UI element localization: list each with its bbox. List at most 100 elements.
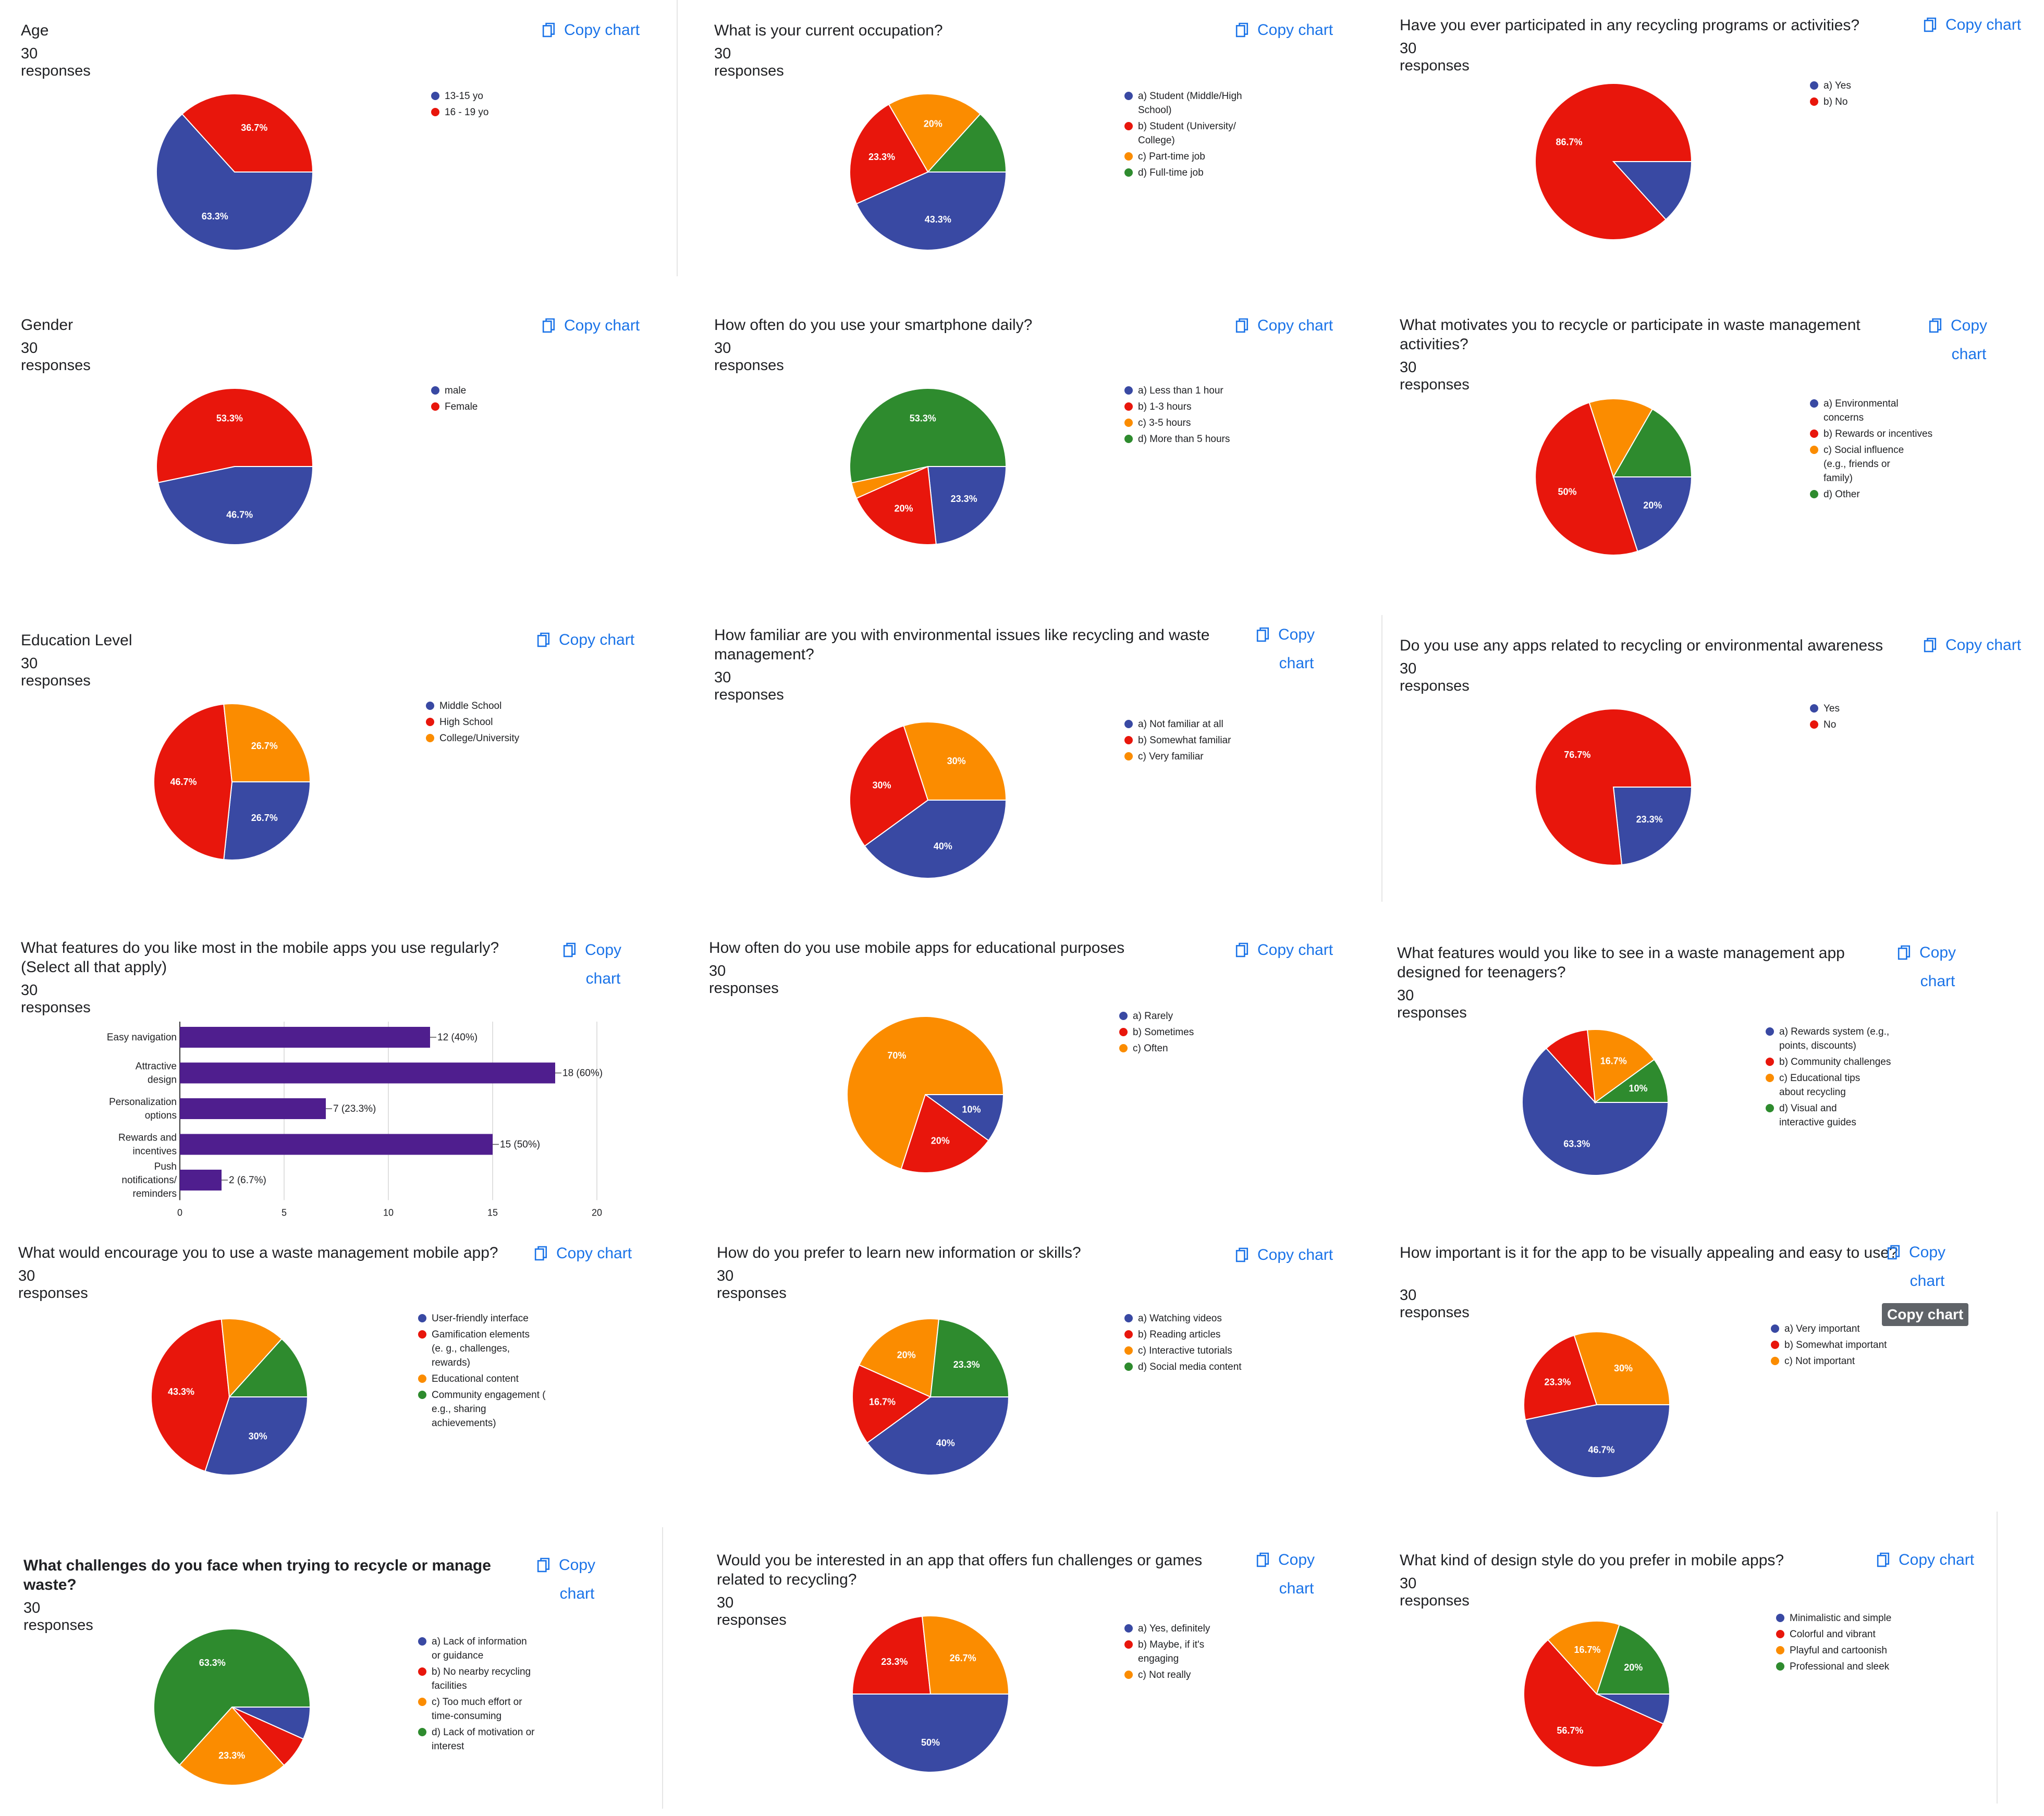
legend-swatch [1766,1104,1774,1112]
response-count: 30 responses [714,45,784,79]
copy-chart-button[interactable]: Copy chart [1256,1545,1315,1603]
copy-icon [1235,1247,1249,1262]
legend-swatch [418,1375,426,1383]
legend-swatch [1124,92,1133,100]
copy-chart-button[interactable]: Copy chart [534,1239,632,1268]
legend-swatch [1810,97,1818,106]
copy-chart-button[interactable]: Copy chart [1924,10,2021,39]
pie-slice [927,466,1007,545]
legend-label: School) [1138,105,1171,116]
legend-label: Minimalistic and simple [1790,1613,1891,1624]
pie-chart: 50% 23.3% 26.7% [851,1615,1010,1773]
pie-slice [204,1396,309,1476]
legend-label: b) Maybe, if it's [1138,1639,1204,1650]
legend-label: Playful and cartoonish [1790,1645,1887,1656]
copy-icon [1235,318,1249,333]
pie-chart: 46.7% 23.3% 30% [1523,1331,1671,1478]
pie-slice [888,93,981,173]
pie-chart: 63.3% 36.7% [156,93,314,251]
slice-label: 23.3% [953,1359,980,1370]
legend-swatch [1119,1012,1128,1020]
legend-label: d) Social media content [1138,1361,1242,1372]
pie-chart: 23.3% 63.3% [153,1628,311,1786]
copy-chart-button[interactable]: Copy chart [1235,311,1333,340]
legend-label: a) Rarely [1133,1011,1173,1022]
tick-label: 20 [592,1208,602,1218]
pie-slice [866,1396,1010,1476]
copy-chart-button[interactable]: Copy chart [537,625,634,654]
pie-slice [156,388,314,484]
copy-chart-button[interactable]: Copy chart [1256,620,1315,678]
legend-swatch [1124,1640,1133,1649]
response-count: 30 responses [714,669,784,703]
legend-swatch [1810,446,1818,454]
pie-slice [153,1628,311,1766]
pie-slice [1535,708,1693,866]
question-title: What is your current occupation? [714,22,943,39]
response-count: 30 responses [1400,40,1470,74]
pie-chart: 43.3% 23.3% 20% [849,93,1007,251]
bar [180,1027,430,1048]
legend-label: b) Student (University/ [1138,121,1237,132]
response-count: 30 responses [21,340,91,374]
legend-swatch [431,386,439,395]
pie-slice [847,1016,1005,1170]
pie-slice [849,725,929,847]
pie-slice [1523,1639,1664,1768]
copy-chart-button[interactable]: Copy chart [542,311,640,340]
slice-label: 40% [934,841,952,851]
copy-chart-button[interactable]: Copy chart [1924,631,2021,659]
pie-slice [157,466,314,545]
copy-chart-button[interactable]: Copy chart [1877,1545,1974,1574]
copy-icon [537,1557,550,1573]
copy-chart-label: Copy chart [564,21,640,39]
legend-label: d) Full-time job [1138,167,1204,178]
category-label: Rewards and [118,1133,177,1144]
copy-chart-button[interactable]: Copy chart [1898,938,1956,996]
legend-swatch [1771,1341,1779,1349]
legend-label: No [1823,719,1836,730]
copy-icon [1924,637,1937,653]
pie-chart: 20% 50% [1535,398,1693,556]
legend-swatch [418,1314,426,1322]
legend-label: a) Student (Middle/High [1138,91,1242,102]
copy-chart-button[interactable]: Copy chart [1235,16,1333,44]
pie-slice [156,113,314,251]
copy-chart-button[interactable]: Copy chart [537,1551,595,1608]
slice-label: 46.7% [226,510,253,520]
copy-icon [542,318,555,333]
category-label: incentives [133,1146,177,1157]
legend-swatch [1124,122,1133,130]
legend-label: d) Lack of motivation or [432,1727,535,1738]
response-count: 30 responses [714,340,784,374]
legend-label: b) Somewhat important [1784,1340,1887,1351]
slice-label: 20% [1643,500,1662,511]
slice-label: 23.3% [881,1657,908,1667]
legend-label: c) Interactive tutorials [1138,1345,1232,1356]
copy-chart-button[interactable]: Copy chart [542,16,640,44]
copy-chart-label: Copy chart [1951,317,1988,363]
slice-label: 20% [1624,1662,1643,1673]
copy-chart-button[interactable]: Copy chart [1929,311,1987,369]
response-count: 30 responses [18,1268,88,1302]
pie-slice [851,1615,932,1695]
copy-chart-button[interactable]: Copy chart [1887,1238,1945,1295]
legend-swatch [1124,1624,1133,1633]
copy-chart-label: Copy chart [1919,944,1956,990]
legend-swatch [1124,435,1133,443]
pie-slice [228,1338,309,1397]
legend-label: User-friendly interface [432,1313,529,1324]
legend-swatch [426,718,434,726]
legend-label: Yes [1823,703,1840,714]
legend-label: Middle School [439,701,501,711]
legend-swatch [1124,152,1133,161]
response-count: 30 responses [21,655,91,689]
legend-label: points, discounts) [1779,1040,1856,1051]
copy-chart-button[interactable]: Copy chart [563,936,621,993]
copy-chart-button[interactable]: Copy chart [1235,936,1333,964]
copy-chart-button[interactable]: Copy chart [1235,1241,1333,1269]
legend-swatch [1771,1324,1779,1333]
pie-chart: 23.3% 20% 53.3% [849,388,1007,545]
legend-label: b) Community challenges [1779,1057,1891,1067]
